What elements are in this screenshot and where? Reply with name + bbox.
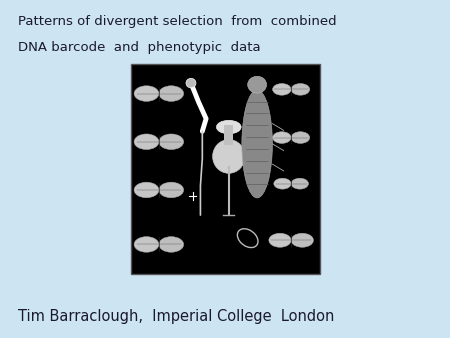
Ellipse shape xyxy=(274,178,291,189)
Ellipse shape xyxy=(134,237,159,252)
Ellipse shape xyxy=(159,237,184,252)
Ellipse shape xyxy=(216,120,241,134)
Ellipse shape xyxy=(159,86,184,101)
Text: DNA barcode  and  phenotypic  data: DNA barcode and phenotypic data xyxy=(18,41,261,53)
Ellipse shape xyxy=(159,134,184,149)
Ellipse shape xyxy=(242,90,272,198)
Bar xyxy=(130,64,320,274)
Text: Patterns of divergent selection  from  combined: Patterns of divergent selection from com… xyxy=(18,15,337,28)
Text: Tim Barraclough,  Imperial College  London: Tim Barraclough, Imperial College London xyxy=(18,310,334,324)
Ellipse shape xyxy=(134,182,159,198)
Ellipse shape xyxy=(273,83,291,95)
Ellipse shape xyxy=(159,182,184,198)
Ellipse shape xyxy=(291,233,313,247)
Ellipse shape xyxy=(291,178,309,189)
Ellipse shape xyxy=(186,78,196,88)
Ellipse shape xyxy=(291,83,310,95)
Bar xyxy=(224,125,233,145)
Ellipse shape xyxy=(248,76,266,93)
Ellipse shape xyxy=(134,86,159,101)
Ellipse shape xyxy=(269,233,291,247)
Ellipse shape xyxy=(134,134,159,149)
Ellipse shape xyxy=(212,140,245,173)
Ellipse shape xyxy=(291,132,310,143)
Ellipse shape xyxy=(273,132,291,143)
